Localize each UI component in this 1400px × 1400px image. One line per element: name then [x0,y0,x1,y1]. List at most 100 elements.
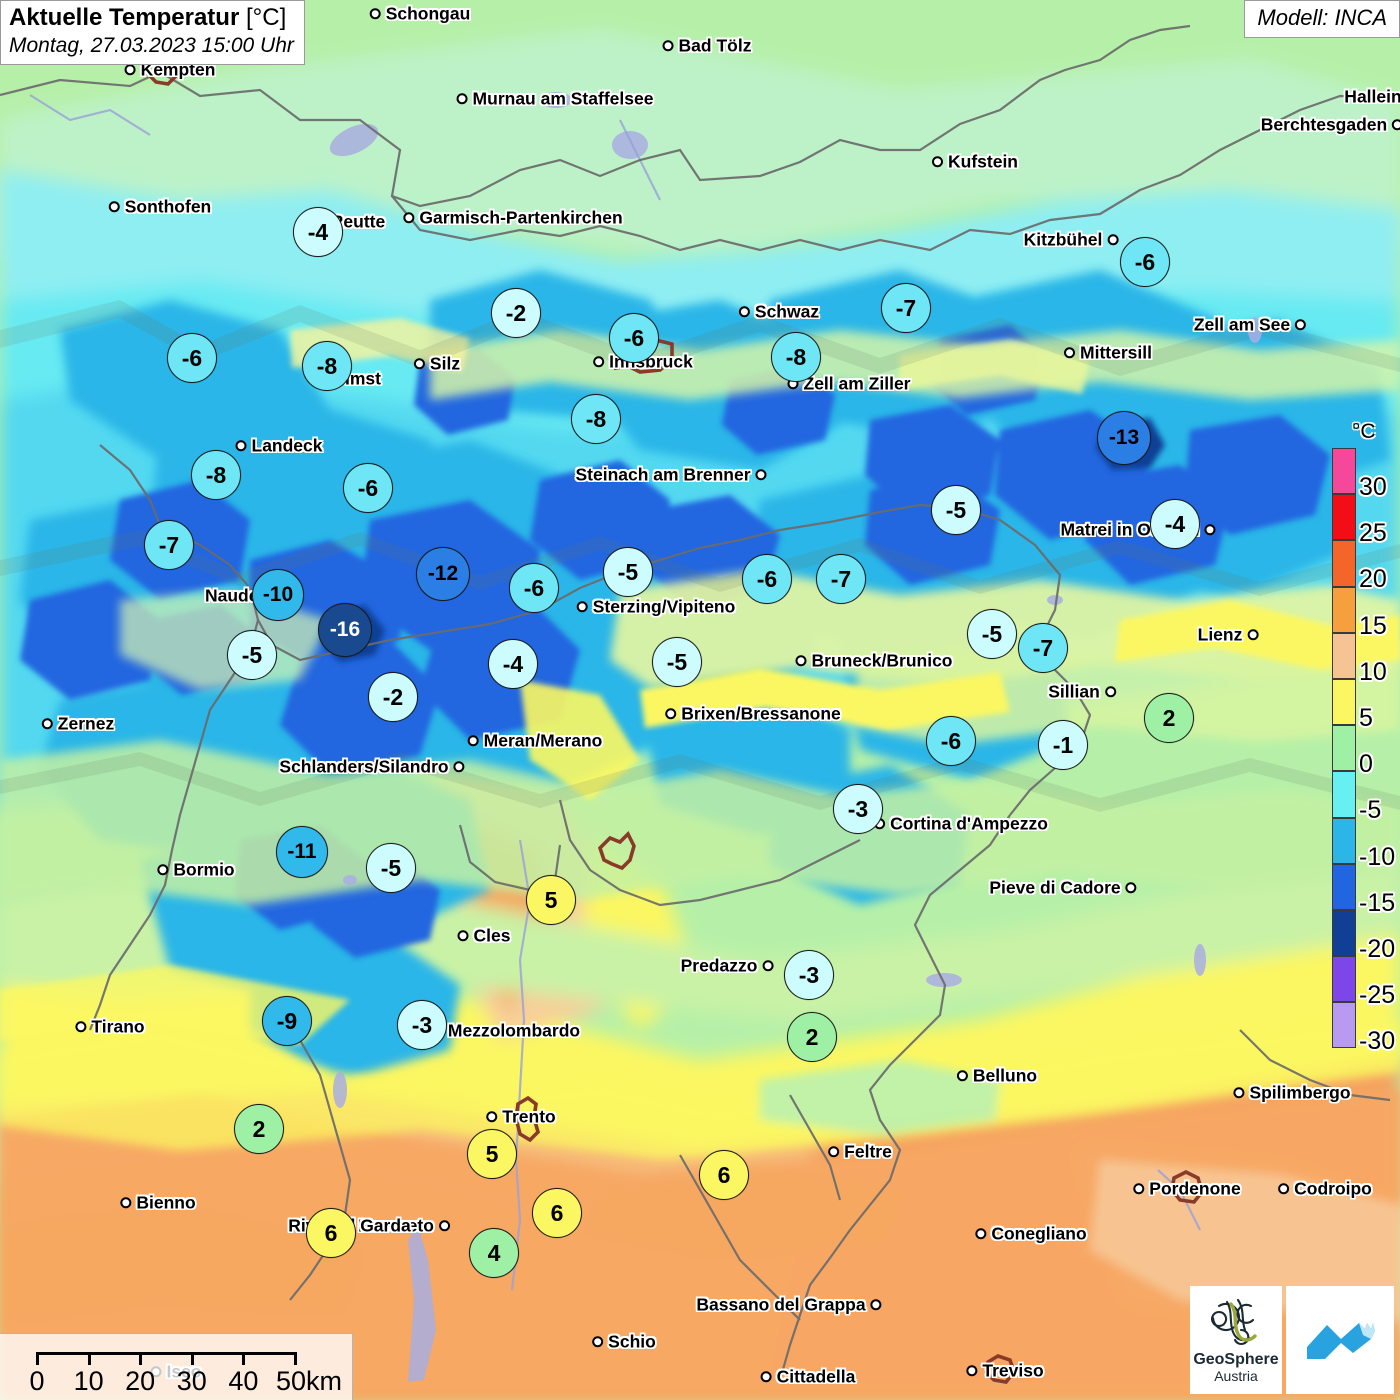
temperature-bubble: 2 [787,1012,837,1062]
temperature-bubble: -6 [1120,237,1170,287]
title-main-text: Aktuelle Temperatur [9,4,240,31]
temperature-bubble: 5 [526,875,576,925]
legend-swatch [1332,494,1356,541]
legend-row: 20 [1332,540,1394,592]
scale-tick-label: 20 [125,1366,156,1396]
temperature-bubble: -3 [833,784,883,834]
temperature-bubble: -6 [509,563,559,613]
color-legend: °C 30 25 20 15 10 5 0 -5 -10 -15 -20 -25 -30 [1332,420,1395,1054]
temperature-bubble: -8 [571,394,621,444]
temperature-bubble: -7 [144,520,194,570]
legend-row: 15 [1332,586,1394,638]
legend-tick-label: -20 [1359,934,1396,963]
temperature-bubble: 6 [532,1188,582,1238]
scale-tick [139,1352,143,1365]
page-title: Aktuelle Temperatur [°C] [9,4,294,32]
legend-row: -25 [1332,956,1395,1008]
scale-tick [190,1352,194,1365]
scale-tick-label: 10 [73,1366,104,1396]
geosphere-mark-icon [1211,1298,1257,1345]
temperature-bubble: -7 [881,283,931,333]
temperature-bubble: -16 [318,603,372,657]
legend-swatch [1332,817,1356,864]
temperature-bubble: -2 [491,288,541,338]
legend-tick-label: 5 [1359,703,1373,732]
legend-row: 25 [1332,494,1394,546]
title-unit-text: [°C] [245,4,287,31]
temperature-bubble: -6 [926,716,976,766]
legend-tick-label: -10 [1359,842,1396,871]
scale-tick [87,1352,91,1365]
scale-tick-label: 50km [276,1366,343,1396]
geosphere-logo: GeoSphere Austria [1190,1286,1282,1394]
scale-tick-label: 0 [29,1366,45,1396]
temperature-bubble: -6 [742,554,792,604]
temperature-bubble: -5 [603,547,653,597]
temperature-bubble: -3 [397,1000,447,1050]
legend-tick-label: 15 [1359,611,1387,640]
legend-tick-label: -15 [1359,888,1396,917]
temperature-bubble: -5 [366,843,416,893]
temperature-bubble: -5 [967,609,1017,659]
temperature-bubble: -4 [293,207,343,257]
legend-row: -10 [1332,817,1395,869]
legend-row: 5 [1332,678,1394,730]
temperature-bubble: -8 [771,332,821,382]
legend-row: -20 [1332,909,1395,961]
temperature-bubble: -5 [227,630,277,680]
legend-swatch [1332,540,1356,587]
legend-row: 30 [1332,448,1394,500]
temperature-bubble: -4 [488,639,538,689]
temperature-bubble: -9 [262,996,312,1046]
scale-tick [36,1352,39,1365]
legend-row: 10 [1332,632,1394,684]
partner-logo [1286,1286,1394,1394]
legend-tick-label: 0 [1359,750,1373,779]
legend-row: 0 [1332,725,1394,777]
temperature-bubble: -12 [416,547,470,601]
scale-bar: 0 10 20 30 40 50km [0,1333,353,1400]
legend-tick-label: 25 [1359,519,1387,548]
legend-rows: 30 25 20 15 10 5 0 -5 -10 -15 -20 -25 -30 [1332,448,1395,1054]
legend-swatch [1332,678,1356,726]
legend-tick-label: 20 [1359,565,1387,594]
legend-swatch [1332,448,1356,495]
temperature-bubble: -6 [343,463,393,513]
title-panel: Aktuelle Temperatur [°C] Montag, 27.03.2… [0,0,305,65]
legend-swatch [1332,771,1356,818]
legend-tick-label: -30 [1359,1027,1396,1056]
temperature-bubble: 2 [234,1104,284,1154]
title-subtitle: Montag, 27.03.2023 15:00 Uhr [9,33,294,57]
temperature-bubble: -10 [252,569,304,621]
scale-bar-line [36,1352,294,1355]
temperature-bubble: -4 [1150,499,1200,549]
geosphere-logo-line1: GeoSphere [1193,1350,1279,1368]
legend-row: -5 [1332,771,1394,823]
temperature-bubble: -13 [1097,411,1151,465]
legend-tick-label: 30 [1359,473,1387,501]
legend-swatch [1332,956,1356,1003]
temperature-bubble: -6 [609,313,659,363]
temperature-bubble: -5 [931,485,981,535]
temperature-bubble: -8 [191,450,241,500]
legend-swatch [1332,632,1356,679]
scale-tick-label: 30 [176,1366,207,1396]
legend-row: -30 [1332,1002,1395,1054]
temperature-bubble: -7 [816,554,866,604]
legend-swatch [1332,1002,1356,1049]
legend-row: -15 [1332,863,1395,915]
legend-tick-label: -25 [1359,981,1396,1010]
temperature-bubble: -2 [368,672,418,722]
model-label: Modell: INCA [1257,5,1387,30]
legend-swatch [1332,586,1356,633]
temperature-bubble: -1 [1038,720,1088,770]
temperature-bubble: 2 [1144,693,1194,743]
model-panel: Modell: INCA [1244,0,1400,39]
legend-swatch [1332,863,1356,910]
temperature-bubble: -5 [652,637,702,687]
mountain-arrow-icon [1307,1323,1375,1359]
legend-swatch [1332,909,1356,957]
temperature-bubble: -3 [784,950,834,1000]
